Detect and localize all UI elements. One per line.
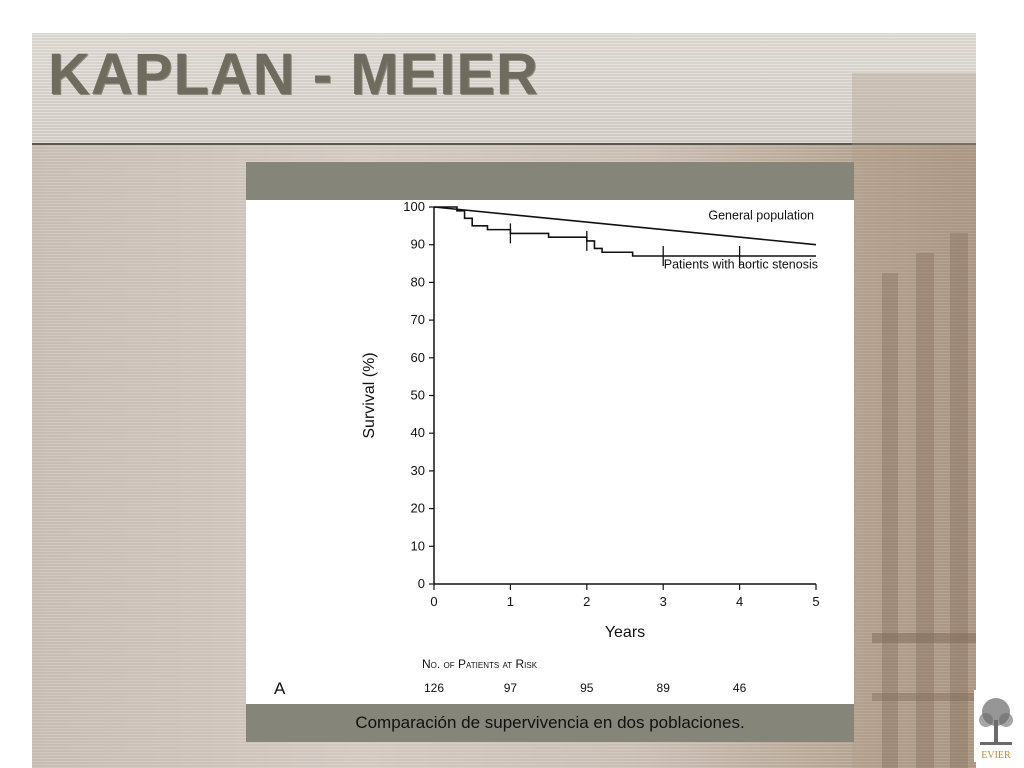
slide-title: KAPLAN - MEIER	[48, 42, 539, 107]
x-tick-label: 2	[583, 594, 590, 609]
y-tick-label: 60	[411, 350, 425, 365]
series-label-general-population: General population	[708, 208, 814, 222]
figure-caption: Comparación de supervivencia en dos pobl…	[355, 713, 745, 732]
y-tick-label: 70	[411, 312, 425, 327]
x-tick-label: 4	[736, 594, 743, 609]
header-divider	[32, 143, 976, 145]
at-risk-count: 126	[424, 681, 444, 695]
at-risk-count: 46	[733, 681, 747, 695]
at-risk-count: 89	[657, 681, 671, 695]
panel-label: A	[274, 679, 286, 698]
kaplan-meier-chart: 0 10 20 30 40 50 60 70 80 90 100 0 1 2 3 4 5 Survival (%)…	[274, 199, 820, 698]
y-tick-label: 30	[411, 463, 425, 478]
caption-bar: Comparación de supervivencia en dos pobl…	[246, 704, 854, 742]
at-risk-count: 97	[504, 681, 518, 695]
y-tick-label: 40	[411, 425, 425, 440]
x-tick-label: 1	[507, 594, 514, 609]
header-band	[32, 33, 976, 143]
figure-card: 0 10 20 30 40 50 60 70 80 90 100 0 1 2 3 4 5 Survival (%)…	[246, 162, 854, 742]
y-tick-label: 80	[411, 274, 425, 289]
series-label-aortic-stenosis: Patients with aortic stenosis	[664, 257, 818, 271]
elsevier-logo: EVIER	[974, 690, 1018, 762]
figure-top-bar	[246, 162, 854, 200]
y-tick-label: 10	[411, 538, 425, 553]
x-tick-label: 5	[812, 594, 819, 609]
y-tick-label: 0	[418, 576, 425, 591]
at-risk-title: No. of Patients at Risk	[422, 657, 538, 671]
at-risk-count: 95	[580, 681, 594, 695]
y-tick-label: 20	[411, 501, 425, 516]
aortic-stenosis-curve	[434, 206, 816, 257]
x-tick-label: 3	[660, 594, 667, 609]
y-axis-label: Survival (%)	[361, 352, 378, 438]
y-tick-label: 90	[411, 237, 425, 252]
general-population-line	[433, 206, 817, 246]
y-tick-label: 100	[403, 199, 425, 214]
y-tick-label: 50	[411, 388, 425, 403]
elsevier-logo-text: EVIER	[981, 750, 1011, 761]
building-columns-image	[852, 73, 976, 768]
x-axis-label: Years	[605, 624, 645, 641]
x-tick-label: 0	[430, 594, 437, 609]
